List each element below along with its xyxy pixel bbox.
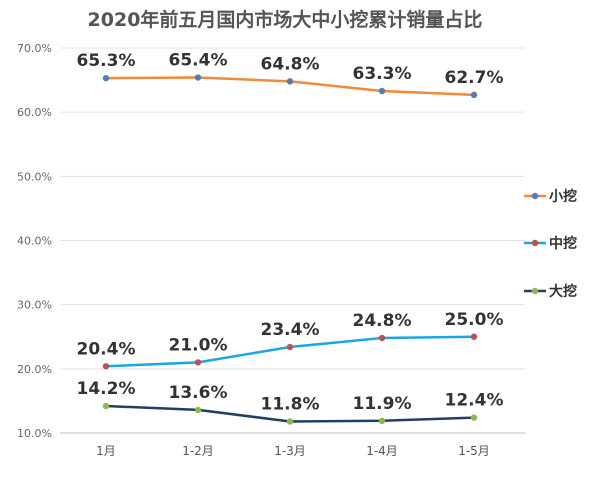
y-axis: 10.0% 20.0% 30.0% 40.0% 50.0% 60.0% 70.0% — [17, 42, 52, 440]
y-tick-label: 20.0% — [17, 363, 52, 376]
data-point — [470, 91, 478, 99]
data-label: 13.6% — [169, 383, 228, 403]
y-tick-label: 60.0% — [17, 106, 52, 119]
data-label: 63.3% — [353, 64, 412, 84]
x-tick-label: 1-4月 — [366, 444, 398, 458]
data-label: 65.4% — [169, 51, 228, 71]
y-tick-label: 40.0% — [17, 235, 52, 248]
data-point — [286, 343, 294, 351]
series-group: 65.3% 65.4% 64.8% 63.3% 62.7% 20.4% 21.0% 23.4%… — [77, 51, 504, 425]
chart-title: 2020年前五月国内市场大中小挖累计销量占比 — [88, 8, 483, 31]
data-point — [194, 406, 202, 414]
gridlines — [60, 47, 525, 434]
data-label: 11.8% — [261, 394, 320, 414]
data-label: 24.8% — [353, 311, 412, 331]
x-tick-label: 1-2月 — [182, 444, 214, 458]
data-label: 23.4% — [261, 320, 320, 340]
data-label: 12.4% — [445, 391, 504, 411]
legend-item: 小挖 — [524, 188, 577, 205]
legend-swatch-marker — [531, 239, 539, 247]
x-tick-label: 1月 — [96, 444, 116, 458]
data-point — [470, 414, 478, 421]
series-1: 65.3% 65.4% 64.8% 63.3% 62.7% — [77, 51, 504, 99]
data-point — [286, 78, 294, 85]
data-point — [378, 334, 386, 342]
data-label: 21.0% — [169, 335, 228, 355]
y-tick-label: 30.0% — [17, 299, 52, 312]
data-label: 64.8% — [261, 54, 320, 74]
data-label: 25.0% — [445, 310, 504, 330]
x-axis: 1月 1-2月 1-3月 1-4月 1-5月 — [96, 444, 490, 458]
series-2: 20.4% 21.0% 23.4% 24.8% 25.0% — [77, 310, 504, 370]
data-point — [378, 87, 386, 95]
series-3: 14.2% 13.6% 11.8% 11.9% 12.4% — [77, 379, 504, 425]
legend-item: 中挖 — [524, 235, 577, 252]
data-point — [286, 418, 294, 425]
data-label: 11.9% — [353, 394, 412, 414]
data-point — [194, 74, 202, 81]
series-line — [105, 335, 475, 368]
data-label: 62.7% — [445, 68, 504, 88]
x-tick-label: 1-3月 — [274, 444, 306, 458]
data-point — [470, 333, 478, 340]
data-point — [102, 74, 110, 82]
legend-swatch-marker — [531, 192, 539, 200]
y-tick-label: 70.0% — [17, 42, 52, 55]
legend-swatch-marker — [531, 287, 539, 295]
y-tick-label: 50.0% — [17, 170, 52, 183]
y-tick-label: 10.0% — [17, 427, 52, 440]
data-label: 65.3% — [77, 51, 136, 71]
data-point — [378, 417, 386, 425]
x-tick-label: 1-5月 — [458, 444, 490, 458]
data-point — [102, 363, 110, 370]
data-point — [194, 359, 202, 366]
data-label: 20.4% — [77, 339, 136, 359]
data-point — [102, 402, 110, 410]
data-label: 14.2% — [77, 379, 136, 399]
legend-label: 大挖 — [549, 283, 577, 300]
legend-label: 中挖 — [549, 235, 577, 252]
legend-label: 小挖 — [549, 188, 577, 205]
legend-item: 大挖 — [524, 283, 577, 300]
